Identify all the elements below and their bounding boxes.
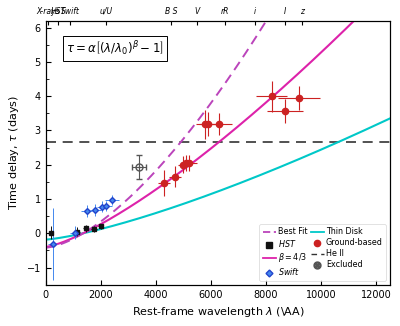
- Text: $\tau = \alpha\left[(\lambda/\lambda_0)^{\beta} - 1\right]$: $\tau = \alpha\left[(\lambda/\lambda_0)^…: [66, 39, 164, 58]
- Y-axis label: Time delay, $\tau$ (days): Time delay, $\tau$ (days): [7, 95, 21, 210]
- Legend: Best Fit, $HST$, $\beta = 4/3$, $Swift$, Thin Disk, Ground-based, He II, Exclude: Best Fit, $HST$, $\beta = 4/3$, $Swift$,…: [259, 224, 386, 281]
- X-axis label: Rest-frame wavelength $\lambda$ (\AA): Rest-frame wavelength $\lambda$ (\AA): [132, 305, 304, 319]
